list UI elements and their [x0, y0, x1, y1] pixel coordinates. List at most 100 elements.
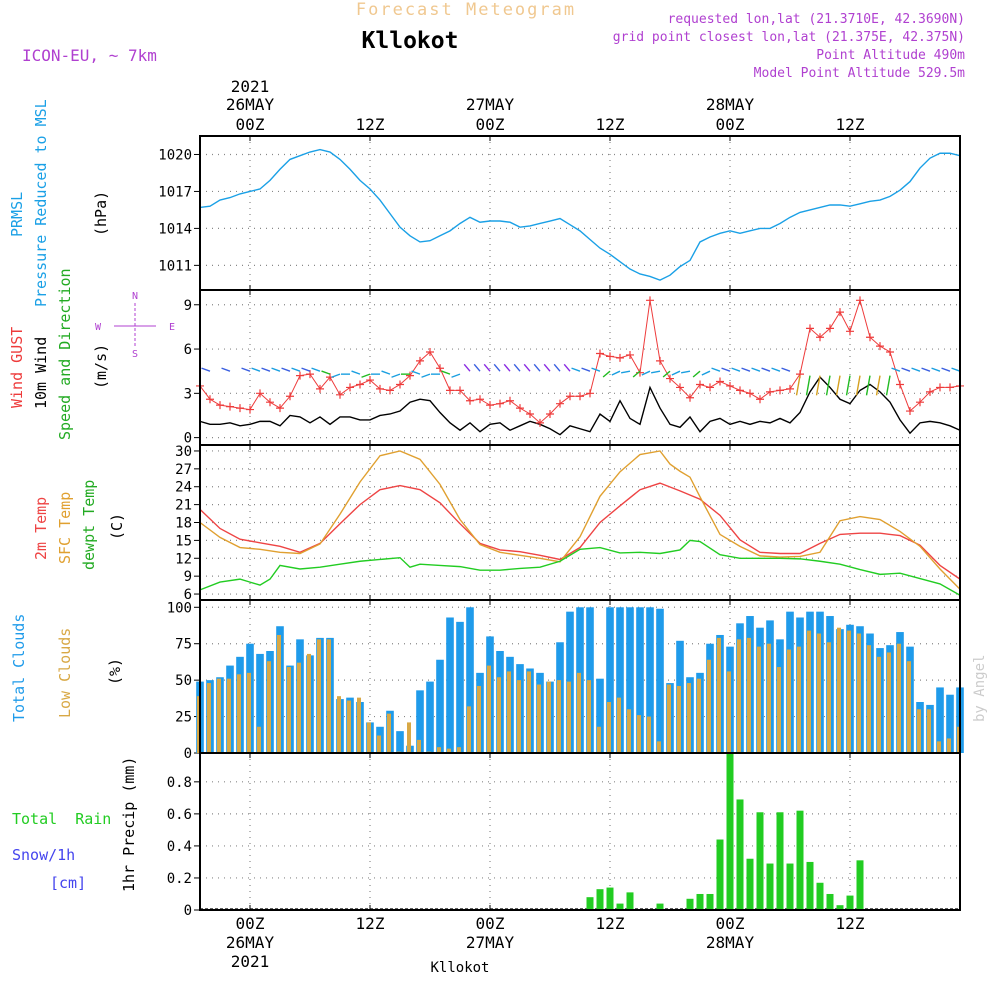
low-cloud-bar [937, 741, 941, 753]
top-time-label: 12Z [596, 115, 625, 134]
top-time-label: 00Z [476, 115, 505, 134]
bottom-time-label: 12Z [356, 914, 385, 933]
rain-label: Total Rain [12, 810, 111, 828]
wind-direction-arrow [581, 367, 591, 372]
gust-marker [766, 387, 774, 396]
gust-marker [646, 296, 654, 305]
low-cloud-bar [877, 656, 881, 753]
precip-ylabel: 1hr Precip (mm) [120, 757, 138, 892]
low-cloud-bar [897, 643, 901, 753]
top-time-label: 00Z [716, 115, 745, 134]
y-tick-label: 6 [184, 587, 192, 603]
y-tick-label: 50 [175, 673, 192, 689]
wind-direction-arrow [543, 363, 551, 372]
sfc-temp-line [199, 450, 961, 590]
total-cloud-bar [466, 607, 474, 753]
gust-marker [376, 384, 384, 393]
gust-marker [426, 348, 434, 356]
gust-marker [886, 348, 894, 356]
wind-direction-arrow [591, 367, 601, 372]
wind-direction-arrow [795, 375, 801, 396]
rain-bar [846, 895, 854, 910]
low-cloud-bar [507, 671, 511, 753]
gust-marker [296, 371, 304, 380]
total-cloud-bar [636, 607, 644, 753]
gust-marker [806, 324, 814, 333]
wind-direction-arrow [523, 363, 531, 372]
wind-direction-arrow [321, 370, 331, 375]
low-cloud-bar [747, 637, 751, 753]
wind-unit: (m/s) [92, 344, 110, 389]
total-cloud-bar [596, 678, 604, 753]
total-cloud-bar [436, 659, 444, 753]
pressure-unit: (hPa) [92, 191, 110, 236]
temp-unit: (C) [108, 513, 126, 540]
wind-direction-arrow [865, 375, 871, 396]
low-cloud-bar [667, 684, 671, 753]
wind-direction-arrow [951, 367, 961, 372]
gust-marker [416, 356, 424, 365]
bottom-time-label: 00Z [476, 914, 505, 933]
wind-direction-arrow [741, 367, 751, 372]
bottom-time-label: 12Z [596, 914, 625, 933]
low-cloud-bar [717, 637, 721, 753]
gust-marker [256, 389, 264, 398]
gust-marker [726, 381, 734, 390]
low-cloud-bar [607, 702, 611, 753]
wind10-label: 10m Wind [32, 337, 50, 409]
wind-direction-arrow [891, 367, 901, 372]
wind-direction-arrow [261, 367, 271, 372]
panel-frame [199, 752, 961, 911]
grid-point: grid point closest lon,lat (21.375E, 42.… [613, 30, 965, 45]
y-tick-label: 15 [175, 533, 192, 549]
bottom-time-label: 00Z [716, 914, 745, 933]
snow-unit: [cm] [50, 874, 86, 892]
pressure-desc: Pressure Reduced to MSL [32, 99, 50, 307]
wind-direction-arrow [621, 370, 631, 374]
y-tick-label: 100 [167, 600, 192, 616]
low-cloud-bar [647, 716, 651, 753]
low-cloud-bar [467, 706, 471, 753]
speed-dir-label: Speed and Direction [56, 268, 74, 440]
t2m-label: 2m Temp [32, 497, 50, 560]
wind-direction-arrow [533, 363, 541, 372]
wind-direction-arrow [781, 367, 791, 372]
wind-direction-arrow [662, 370, 671, 378]
gust-marker [786, 384, 794, 393]
gust-marker [346, 383, 354, 392]
low-cloud-bar [347, 700, 351, 753]
wind-direction-arrow [835, 375, 841, 396]
low-cloud-bar [687, 683, 691, 753]
low-cloud-bar [337, 696, 341, 753]
top-year-label: 2021 [231, 77, 270, 96]
total-cloud-bar [446, 617, 454, 753]
low-cloud-bar [657, 741, 661, 753]
rain-bar [766, 863, 774, 910]
wind-direction-arrow [845, 375, 851, 396]
gust-marker [776, 386, 784, 395]
gust-marker [386, 386, 394, 395]
wind-direction-arrow [192, 368, 200, 371]
low-cloud-bar [377, 735, 381, 753]
wind-direction-arrow [641, 370, 651, 376]
snow-label: Snow/1h [12, 846, 75, 864]
wind-direction-arrow [901, 367, 911, 372]
wind-direction-arrow [771, 367, 781, 372]
compass-w: W [95, 322, 102, 333]
low-cloud-bar [317, 639, 321, 753]
wind-direction-arrow [212, 368, 220, 371]
low-cloud-bar [247, 672, 251, 753]
top-time-label: 00Z [236, 115, 265, 134]
gust-marker [706, 383, 714, 392]
gust-marker [536, 418, 544, 427]
point-altitude: Point Altitude 490m [816, 48, 965, 63]
rain-bar [836, 905, 844, 910]
low-cloud-bar [267, 661, 271, 753]
total-cloud-bar [936, 687, 944, 753]
low-cloud-bar [777, 667, 781, 753]
low-cloud-bar [597, 726, 601, 753]
y-tick-label: 12 [175, 551, 192, 567]
low-cloud-bar [817, 633, 821, 753]
gust-marker [206, 395, 214, 404]
model-label: ICON-EU, ~ 7km [22, 46, 157, 65]
